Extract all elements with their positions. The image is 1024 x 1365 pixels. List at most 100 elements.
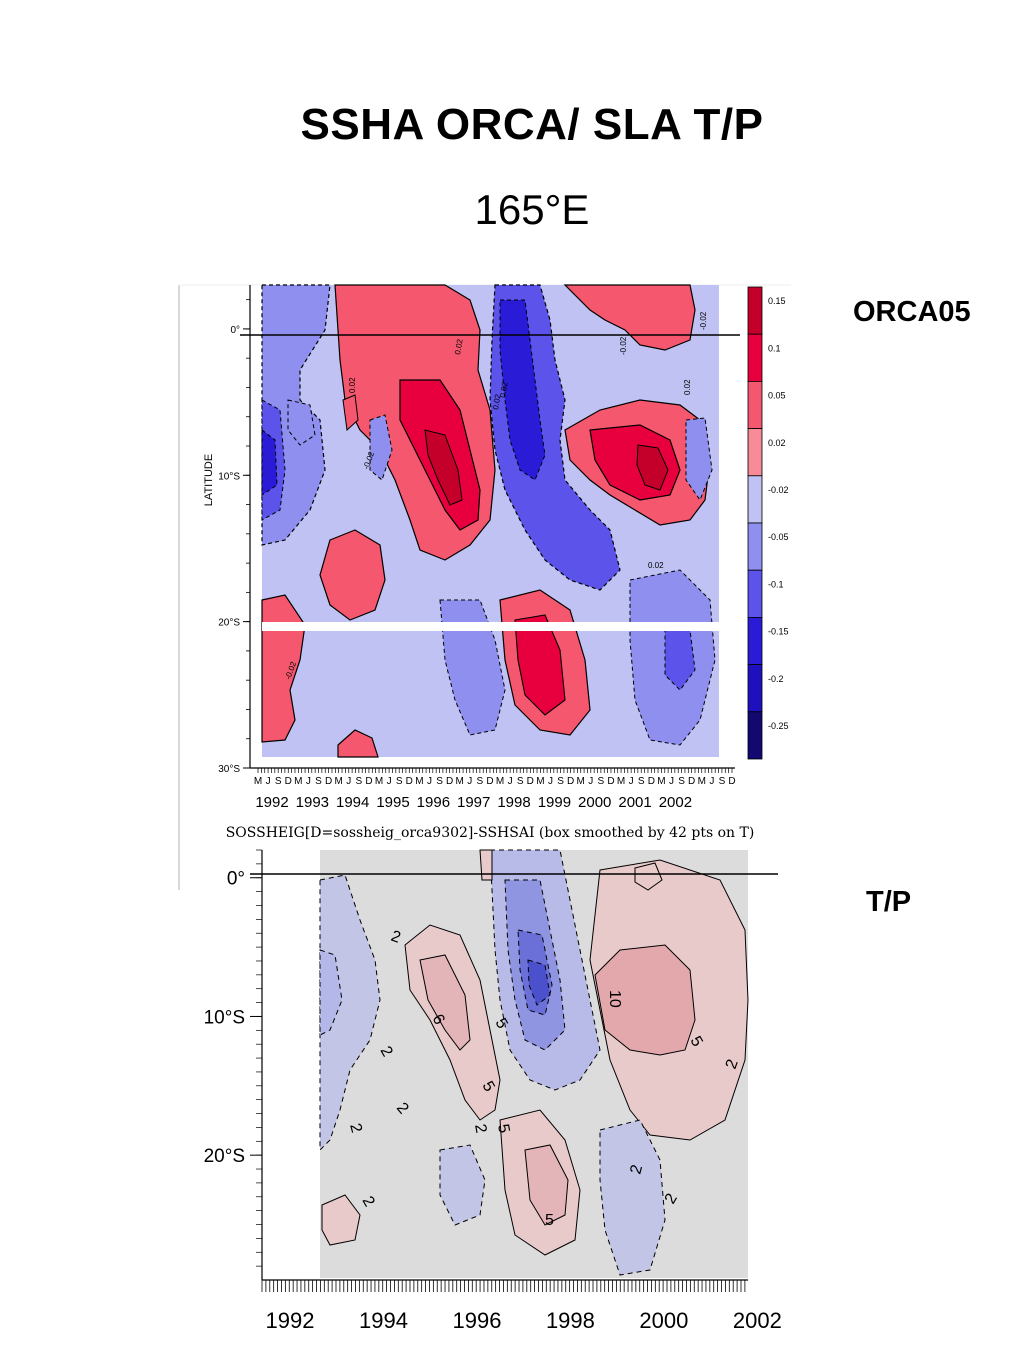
orca-month-label: J bbox=[266, 776, 271, 787]
orca-year-label: 1994 bbox=[336, 794, 369, 811]
orca-colorbar-swatch bbox=[747, 428, 763, 477]
orca-colorbar-swatch bbox=[747, 617, 763, 666]
orca-colorbar-label: -0.2 bbox=[768, 674, 784, 684]
orca-colorbar-label: 0.05 bbox=[768, 391, 786, 401]
orca-colorbar-swatch bbox=[747, 522, 763, 571]
orca-month-label: M bbox=[294, 776, 302, 787]
orca-strong-neg-region bbox=[499, 299, 546, 481]
orca-month-label: J bbox=[508, 776, 513, 787]
orca-month-label: S bbox=[275, 776, 282, 787]
orca-month-label: J bbox=[709, 776, 714, 787]
orca-month-label: S bbox=[396, 776, 403, 787]
orca-weak-neg-region bbox=[287, 399, 316, 446]
orca-y-tick-label: 0° bbox=[230, 325, 240, 336]
orca-month-label: D bbox=[446, 776, 453, 787]
orca-y-axis-label: LATITUDE bbox=[203, 454, 215, 506]
orca-month-label: M bbox=[375, 776, 383, 787]
orca-month-label: D bbox=[688, 776, 695, 787]
orca-colorbar-label: -0.05 bbox=[768, 532, 789, 542]
orca-year-label: 1996 bbox=[417, 794, 450, 811]
orca-colorbar-swatch bbox=[747, 664, 763, 713]
orca-contour-label: 0.02 bbox=[498, 381, 510, 398]
orca-year-label: 1998 bbox=[497, 794, 530, 811]
orca-month-label: J bbox=[306, 776, 311, 787]
orca-gap-band bbox=[262, 622, 719, 631]
orca-colorbar-label: -0.15 bbox=[768, 627, 789, 637]
orca-month-label: S bbox=[638, 776, 645, 787]
orca-pos-region bbox=[563, 284, 696, 351]
orca-pos-region bbox=[337, 729, 379, 758]
orca-month-label: D bbox=[527, 776, 534, 787]
orca-year-label: 2000 bbox=[578, 794, 611, 811]
orca-colorbar-label: 0.02 bbox=[768, 438, 786, 448]
slide-subtitle: 165°E bbox=[474, 186, 590, 233]
orca-panel-label: ORCA05 bbox=[853, 296, 971, 328]
orca-month-label: M bbox=[254, 776, 262, 787]
tp-panel-label: T/P bbox=[866, 886, 912, 918]
orca-month-label: S bbox=[719, 776, 726, 787]
orca-pos-region bbox=[342, 394, 359, 432]
orca-caption: SOSSHEIG[D=sossheig_orca9302]-SSHSAI (bo… bbox=[226, 825, 755, 841]
orca-strong-pos-region bbox=[514, 614, 566, 716]
orca-contour-label: 0.02 bbox=[683, 379, 692, 395]
orca-month-label: J bbox=[346, 776, 351, 787]
orca-month-label: J bbox=[548, 776, 553, 787]
orca-month-label: D bbox=[648, 776, 655, 787]
orca-month-label: D bbox=[567, 776, 574, 787]
orca-month-label: D bbox=[486, 776, 493, 787]
orca-colorbar-swatch bbox=[747, 711, 763, 760]
orca-pos-region bbox=[261, 594, 306, 743]
orca-deep-pos-region bbox=[636, 444, 669, 491]
orca-weak-neg-region bbox=[685, 417, 713, 502]
orca-month-label: M bbox=[698, 776, 706, 787]
orca-y-tick-label: 20°S bbox=[218, 618, 240, 629]
orca-plot-area bbox=[261, 284, 719, 758]
orca-month-label: S bbox=[315, 776, 322, 787]
orca-month-label: J bbox=[629, 776, 634, 787]
orca-month-label: D bbox=[728, 776, 735, 787]
orca-neg-region bbox=[664, 629, 696, 691]
orca-month-label: J bbox=[387, 776, 392, 787]
orca-year-label: 1997 bbox=[457, 794, 490, 811]
orca-contour-label: 0.02 bbox=[453, 338, 465, 355]
orca-month-label: D bbox=[325, 776, 332, 787]
orca-weak-neg-region bbox=[439, 599, 506, 736]
orca-month-label: M bbox=[335, 776, 343, 787]
orca-month-label: S bbox=[477, 776, 484, 787]
orca-month-label: M bbox=[657, 776, 665, 787]
orca-year-label: 1999 bbox=[538, 794, 571, 811]
orca-weak-neg-region bbox=[369, 414, 393, 481]
orca-month-label: S bbox=[436, 776, 443, 787]
orca-colorbar-swatch bbox=[747, 569, 763, 618]
orca-contour-label: 0.02 bbox=[491, 393, 503, 410]
orca-colorbar-label: -0.1 bbox=[768, 579, 784, 589]
orca-y-tick-label: 30°S bbox=[218, 764, 240, 775]
orca-colorbar-label: -0.25 bbox=[768, 721, 789, 731]
orca-month-label: J bbox=[467, 776, 472, 787]
orca-contour-label: -0.02 bbox=[699, 311, 708, 330]
orca-month-label: D bbox=[285, 776, 292, 787]
orca-month-label: D bbox=[607, 776, 614, 787]
orca-colorbar-label: -0.02 bbox=[768, 485, 789, 495]
slide-title: SSHA ORCA/ SLA T/P bbox=[300, 100, 764, 149]
orca-deep-neg-region bbox=[261, 428, 278, 496]
orca-year-label: 1993 bbox=[296, 794, 329, 811]
orca-month-label: J bbox=[588, 776, 593, 787]
orca-contour-label: 0.02 bbox=[348, 377, 357, 393]
orca-month-label: S bbox=[356, 776, 363, 787]
orca-colorbar-swatch bbox=[747, 380, 763, 429]
orca-contour-label: -0.02 bbox=[619, 336, 628, 355]
orca-year-label: 1992 bbox=[255, 794, 288, 811]
orca-month-label: J bbox=[669, 776, 674, 787]
orca-month-label: J bbox=[427, 776, 432, 787]
orca-y-ticks: 0° 10°S 20°S 30°S bbox=[218, 299, 250, 775]
orca-colorbar: 0.15 0.1 0.05 0.02 -0.02 -0.05 -0.1 -0.15 -0.2 -0… bbox=[747, 286, 789, 760]
orca-pos-region bbox=[319, 529, 386, 621]
orca-contour-label: 0.02 bbox=[648, 561, 664, 570]
orca-month-label: S bbox=[678, 776, 685, 787]
orca-colorbar-swatch bbox=[747, 475, 763, 524]
orca-month-label: M bbox=[536, 776, 544, 787]
orca-colorbar-label: 0.15 bbox=[768, 296, 786, 306]
